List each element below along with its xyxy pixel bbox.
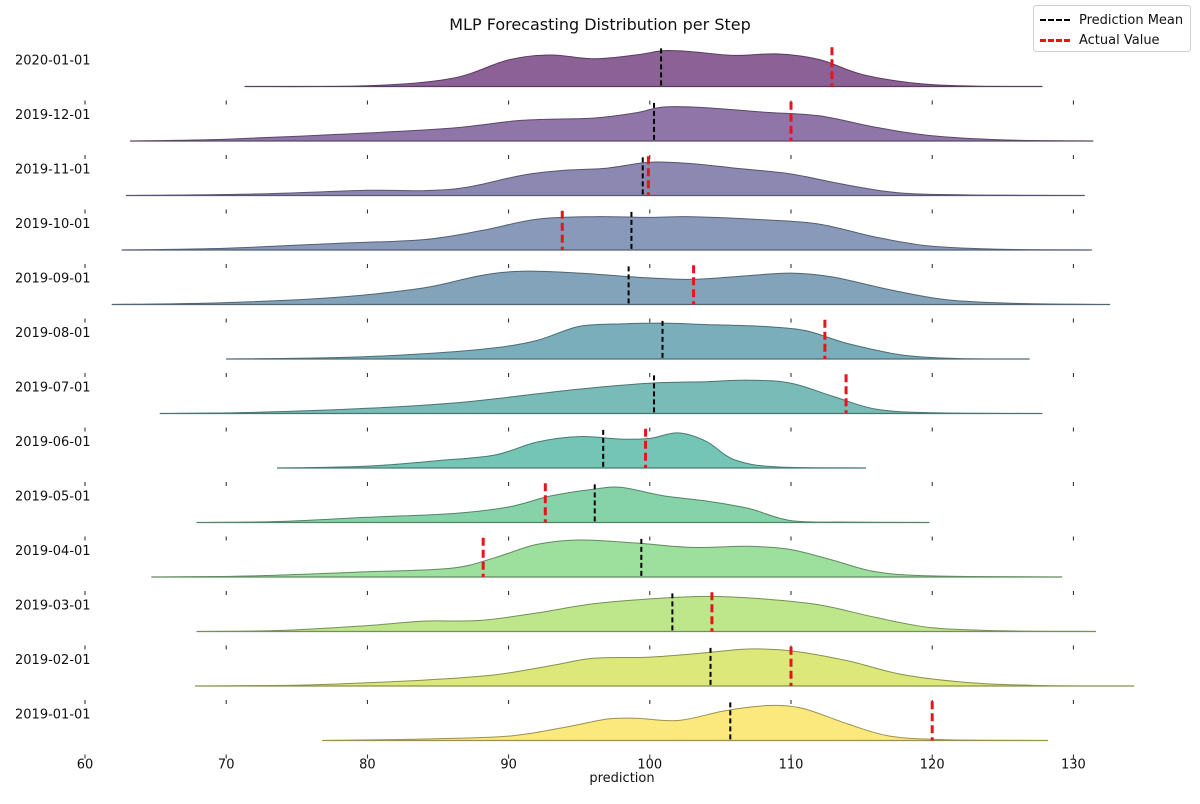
ridge-outline — [196, 486, 930, 523]
legend-label-actual-value: Actual Value — [1079, 32, 1160, 48]
ridge-label: 2019-11-01 — [15, 163, 91, 178]
ridge-2019-04-01: 2019-04-01 — [15, 537, 1074, 595]
chart-title: MLP Forecasting Distribution per Step — [449, 15, 751, 34]
ridge-2019-09-01: 2019-09-01 — [15, 265, 1111, 323]
x-axis-label: prediction — [589, 771, 654, 786]
legend-label-prediction-mean: Prediction Mean — [1079, 12, 1184, 28]
ridge-outline — [130, 106, 1094, 142]
ridge-2019-05-01: 2019-05-01 — [15, 483, 1074, 541]
ridge-label: 2019-03-01 — [15, 599, 91, 614]
ridge-2019-03-01: 2019-03-01 — [15, 592, 1097, 650]
ridge-2019-10-01: 2019-10-01 — [15, 210, 1092, 268]
ridge-label: 2019-01-01 — [15, 708, 91, 723]
ridge-label: 2020-01-01 — [15, 54, 91, 69]
x-tick-label: 130 — [1061, 758, 1086, 773]
x-tick-label: 110 — [779, 758, 804, 773]
x-axis: 60 70 80 90 100 110 120 130 — [77, 758, 1086, 773]
ridge-outline — [121, 216, 1092, 251]
ridge-label: 2019-05-01 — [15, 490, 91, 505]
ridge-outline — [111, 270, 1111, 305]
ridge-2019-08-01: 2019-08-01 — [15, 319, 1074, 377]
legend-swatch-prediction-mean — [1040, 19, 1070, 21]
ridge-2019-07-01: 2019-07-01 — [15, 374, 1074, 432]
ridge-area — [244, 50, 1043, 87]
ridge-area — [195, 648, 1135, 686]
x-tick-label: 90 — [500, 758, 517, 773]
ridge-outline — [276, 432, 866, 469]
ridge-area — [125, 161, 1085, 196]
ridge-layer: 2020-01-01 2019-12-01 2019-11-01 2019-10-01… — [15, 47, 1135, 759]
ridge-outline — [322, 704, 1049, 741]
ridge-area — [277, 432, 866, 468]
ridge-outline — [196, 595, 1097, 632]
ridge-label: 2019-07-01 — [15, 381, 91, 396]
ridge-label: 2019-12-01 — [15, 108, 91, 123]
ridge-2020-01-01: 2020-01-01 — [15, 47, 1074, 105]
x-tick-label: 60 — [77, 758, 94, 773]
x-tick-label: 100 — [637, 758, 662, 773]
ridge-label: 2019-04-01 — [15, 544, 91, 559]
ridge-outline — [226, 322, 1030, 360]
ridge-2019-11-01: 2019-11-01 — [15, 156, 1085, 214]
ridge-2019-12-01: 2019-12-01 — [15, 101, 1094, 159]
ridge-area — [196, 486, 930, 523]
ridge-outline — [159, 379, 1043, 414]
legend-item-actual-value: Actual Value — [1040, 31, 1160, 49]
ridge-2019-01-01: 2019-01-01 — [15, 701, 1074, 759]
ridge-area — [151, 539, 1063, 577]
ridge-label: 2019-09-01 — [15, 272, 91, 287]
ridge-label: 2019-02-01 — [15, 653, 91, 668]
ridge-area — [159, 380, 1043, 414]
ridge-label: 2019-08-01 — [15, 326, 91, 341]
ridge-area — [322, 705, 1048, 741]
ridge-area — [111, 271, 1111, 305]
x-tick-label: 70 — [218, 758, 235, 773]
x-tick-label: 120 — [920, 758, 945, 773]
ridge-label: 2019-10-01 — [15, 217, 91, 232]
legend-item-prediction-mean: Prediction Mean — [1040, 11, 1183, 29]
ridge-area — [226, 323, 1030, 359]
ridge-label: 2019-06-01 — [15, 435, 91, 450]
ridge-area — [196, 596, 1096, 632]
ridge-outline — [125, 161, 1085, 196]
ridge-2019-02-01: 2019-02-01 — [15, 646, 1135, 704]
ridge-2019-06-01: 2019-06-01 — [15, 428, 1074, 486]
legend-swatch-actual-value — [1040, 38, 1070, 42]
ridge-outline — [195, 648, 1135, 687]
ridge-area — [121, 216, 1092, 250]
legend: Prediction Mean Actual Value — [1033, 5, 1191, 52]
ridge-outline — [244, 49, 1043, 88]
x-tick-label: 80 — [359, 758, 376, 773]
ridge-area — [130, 106, 1094, 141]
ridge-outline — [151, 539, 1063, 578]
